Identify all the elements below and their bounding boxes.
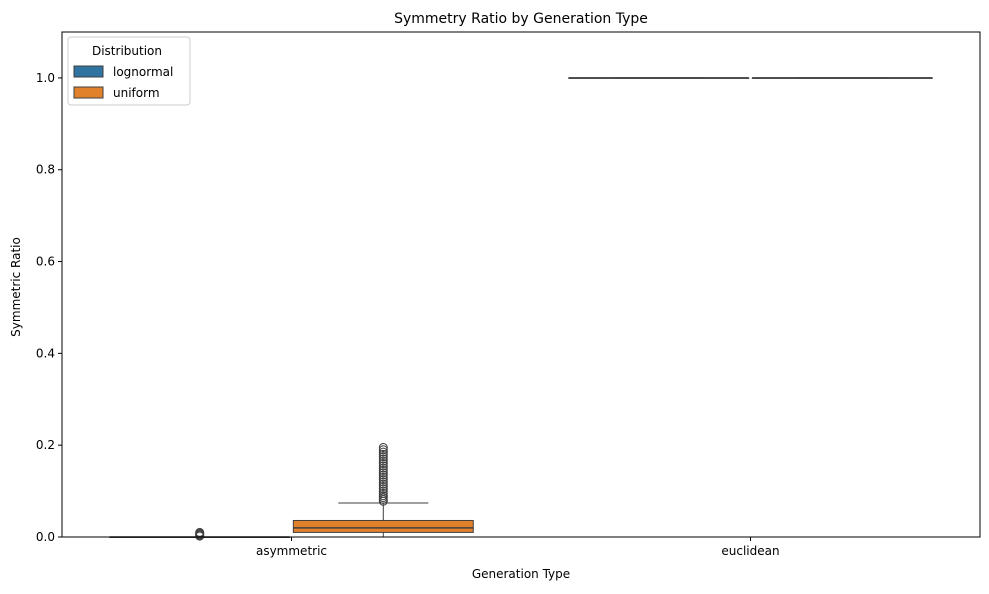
y-tick-label-4: 0.8 <box>36 163 55 177</box>
y-tick-label-0: 0.0 <box>36 530 55 544</box>
y-tick-label-1: 0.2 <box>36 438 55 452</box>
x-tick-label-euclidean: euclidean <box>721 544 779 558</box>
y-axis-label: Symmetric Ratio <box>9 237 23 337</box>
outlier-uniform-asymmetric-19 <box>378 454 388 464</box>
outlier-uniform-asymmetric-12 <box>378 470 388 480</box>
outlier-uniform-asymmetric-7 <box>378 482 388 491</box>
outlier-lognormal-asymmetric-4 <box>195 527 205 537</box>
legend-label-lognormal: lognormal <box>113 65 173 79</box>
outlier-uniform-asymmetric-8 <box>378 479 388 489</box>
legend-label-uniform: uniform <box>113 86 160 100</box>
outlier-uniform-asymmetric-10 <box>378 475 388 485</box>
outlier-uniform-asymmetric-20 <box>378 452 388 462</box>
outlier-uniform-asymmetric-11 <box>378 472 388 482</box>
outlier-uniform-asymmetric-6 <box>378 484 388 494</box>
legend-swatch-lognormal <box>73 65 104 78</box>
outlier-uniform-asymmetric-16 <box>378 461 388 471</box>
plot-frame <box>61 31 981 538</box>
y-tick-label-2: 0.4 <box>36 346 55 360</box>
y-tick-label-3: 0.6 <box>36 255 55 269</box>
outlier-uniform-asymmetric-21 <box>378 449 388 459</box>
box-uniform-asymmetric <box>292 519 474 533</box>
outlier-uniform-asymmetric-24 <box>378 442 388 452</box>
outlier-uniform-asymmetric-23 <box>378 445 388 455</box>
outlier-uniform-asymmetric-13 <box>378 468 388 478</box>
outlier-uniform-asymmetric-3 <box>378 491 388 501</box>
outlier-uniform-asymmetric-17 <box>378 459 388 469</box>
x-axis-label: Generation Type <box>472 567 570 581</box>
chart-title: Symmetry Ratio by Generation Type <box>394 11 648 27</box>
outlier-uniform-asymmetric-4 <box>378 488 388 498</box>
outlier-uniform-asymmetric-5 <box>378 486 388 496</box>
y-tick-label-5: 1.0 <box>36 71 55 85</box>
outlier-uniform-asymmetric-15 <box>378 463 388 473</box>
outlier-uniform-asymmetric-18 <box>378 456 388 466</box>
outlier-uniform-asymmetric-9 <box>378 477 388 487</box>
outlier-uniform-asymmetric-14 <box>378 465 388 475</box>
x-tick-label-asymmetric: asymmetric <box>256 544 327 558</box>
legend-title: Distribution <box>92 44 162 58</box>
outlier-uniform-asymmetric-22 <box>378 447 388 457</box>
legend: Distribution lognormal uniform <box>67 36 191 106</box>
legend-swatch-uniform <box>73 86 104 99</box>
